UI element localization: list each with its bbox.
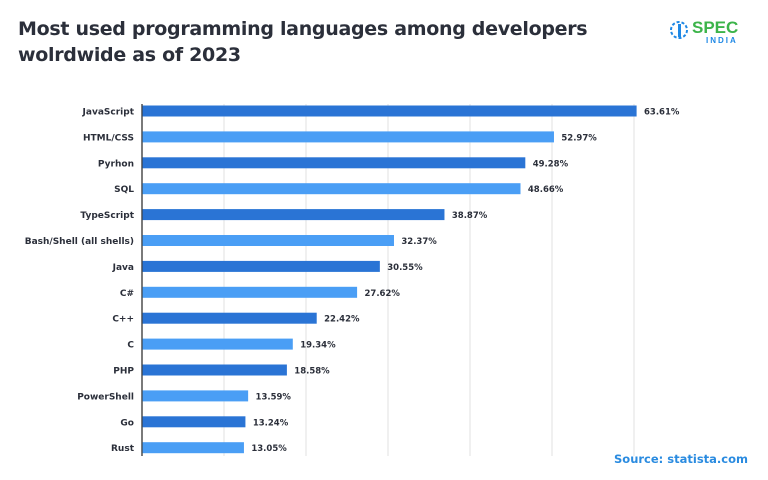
title-line-1: Most used programming languages among de… [18, 18, 588, 40]
spec-india-logo: SPEC INDIA [670, 18, 738, 45]
data-label: 32.37% [401, 237, 437, 247]
data-label: 48.66% [528, 185, 564, 195]
bar [142, 416, 246, 428]
bar [142, 235, 394, 246]
category-label: Rust [111, 444, 135, 454]
bar [142, 286, 358, 298]
bar [142, 260, 380, 272]
data-label: 19.34% [300, 341, 336, 351]
category-label: Go [120, 418, 134, 428]
bar [142, 131, 554, 143]
category-label: TypeScript [80, 211, 134, 221]
bar [142, 105, 637, 117]
chart-title: Most used programming languages among de… [18, 16, 588, 68]
category-label: Bash/Shell (all shells) [25, 237, 134, 247]
data-label: 63.61% [644, 108, 680, 118]
category-label: Java [112, 263, 134, 273]
category-label: HTML/CSS [83, 133, 134, 143]
data-label: 27.62% [364, 289, 400, 299]
category-label: Pyrhon [98, 159, 134, 169]
data-label: 52.97% [561, 133, 597, 143]
data-label: 38.87% [452, 211, 488, 221]
category-label: C# [120, 289, 134, 299]
bar [142, 364, 287, 376]
svg-text:INDIA: INDIA [706, 36, 738, 45]
title-line-2: wolrdwide as of 2023 [18, 44, 241, 66]
category-label: PowerShell [77, 392, 134, 402]
data-label: 18.58% [294, 367, 330, 377]
data-label: 13.24% [253, 418, 289, 428]
source-note: Source: statista.com [614, 452, 748, 466]
category-label: C++ [112, 315, 134, 325]
category-label: PHP [113, 367, 134, 377]
category-label: C [127, 341, 134, 351]
data-label: 13.05% [251, 444, 287, 454]
data-label: 30.55% [387, 263, 423, 273]
data-label: 22.42% [324, 315, 360, 325]
data-label: 13.59% [256, 392, 292, 402]
bar [142, 312, 317, 324]
bar [142, 209, 445, 221]
bar [142, 442, 244, 454]
bar [142, 157, 526, 169]
category-label: JavaScript [82, 108, 135, 118]
svg-text:SPEC: SPEC [692, 18, 738, 37]
bar [142, 390, 249, 402]
bar [142, 338, 293, 350]
data-label: 49.28% [533, 159, 569, 169]
bar [142, 183, 521, 195]
category-label: SQL [114, 185, 134, 195]
